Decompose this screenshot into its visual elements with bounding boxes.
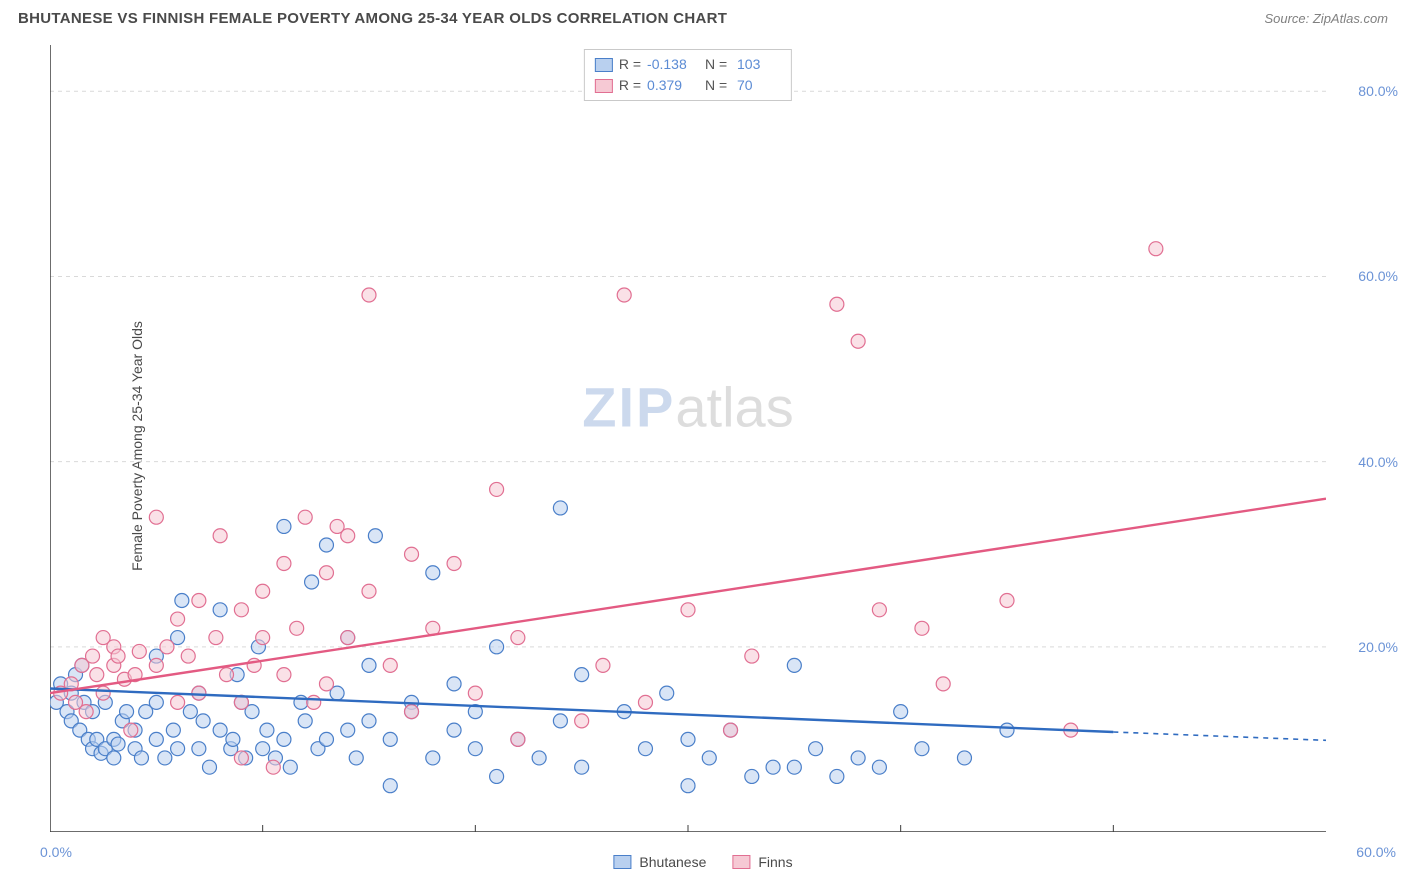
correlation-legend: R = -0.138 N = 103 R = 0.379 N = 70 — [584, 49, 792, 101]
legend-n-value: 103 — [733, 54, 781, 75]
legend-r-value: -0.138 — [647, 54, 695, 75]
legend-item: Finns — [732, 854, 792, 870]
y-tick-label: 60.0% — [1358, 268, 1398, 284]
y-tick-label: 80.0% — [1358, 83, 1398, 99]
legend-r-label: R = — [619, 54, 641, 75]
legend-row: R = 0.379 N = 70 — [595, 75, 781, 96]
legend-n-value: 70 — [733, 75, 781, 96]
legend-item: Bhutanese — [613, 854, 706, 870]
chart-area: ZIPatlas R =-0.138 N = 103R =0.379 N = 7… — [50, 45, 1326, 832]
legend-swatch — [595, 79, 613, 93]
x-max-label: 60.0% — [1356, 844, 1396, 860]
legend-r-label: R = — [619, 75, 641, 96]
legend-r-value: 0.379 — [647, 75, 695, 96]
legend-label: Finns — [758, 854, 792, 870]
legend-n-label: N = — [701, 75, 727, 96]
chart-source: Source: ZipAtlas.com — [1264, 11, 1388, 26]
legend-n-label: N = — [701, 54, 727, 75]
legend-label: Bhutanese — [639, 854, 706, 870]
series-legend: Bhutanese Finns — [613, 854, 792, 870]
x-origin-label: 0.0% — [40, 844, 72, 860]
y-tick-label: 20.0% — [1358, 639, 1398, 655]
legend-swatch — [613, 855, 631, 869]
legend-row: R = -0.138 N = 103 — [595, 54, 781, 75]
scatter-plot — [50, 45, 1326, 832]
chart-title: BHUTANESE VS FINNISH FEMALE POVERTY AMON… — [18, 10, 727, 27]
y-tick-label: 40.0% — [1358, 454, 1398, 470]
legend-swatch — [595, 58, 613, 72]
legend-swatch — [732, 855, 750, 869]
chart-header: BHUTANESE VS FINNISH FEMALE POVERTY AMON… — [0, 0, 1406, 33]
